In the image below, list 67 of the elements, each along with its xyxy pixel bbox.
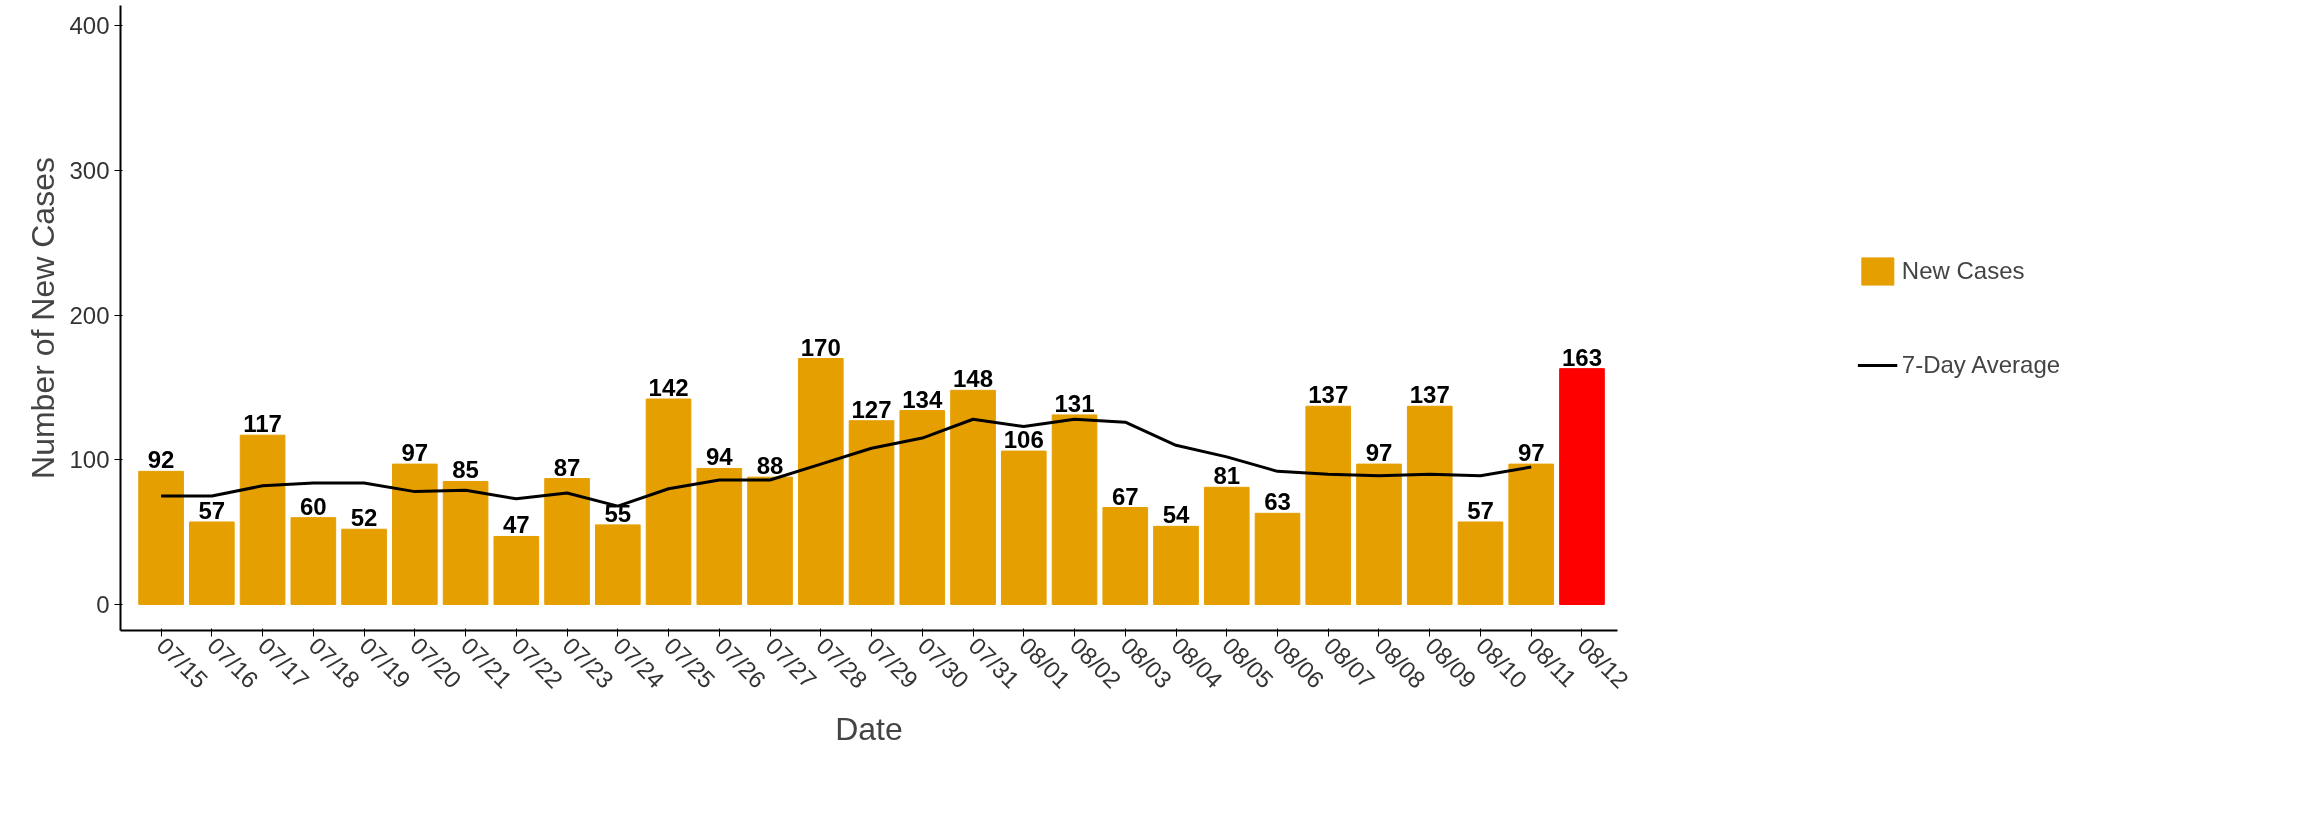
data-label: 92	[147, 446, 175, 474]
data-label: 131	[1054, 389, 1095, 417]
y-tick-label: 200	[69, 301, 110, 329]
x-axis-title: Date	[835, 711, 903, 748]
data-label: 97	[401, 439, 429, 467]
data-label: 57	[1467, 496, 1494, 524]
bar	[1102, 507, 1149, 605]
bar	[189, 521, 235, 605]
bar	[594, 524, 641, 605]
data-label: 60	[299, 492, 327, 520]
bar	[747, 476, 793, 605]
data-label: 87	[553, 453, 581, 481]
bar	[797, 358, 844, 605]
bar	[442, 480, 489, 605]
bar	[1305, 405, 1352, 605]
data-label: 148	[953, 365, 994, 393]
bar	[1254, 512, 1301, 605]
bar	[645, 398, 692, 605]
bar	[239, 434, 286, 605]
y-tick-label: 100	[69, 446, 110, 474]
bar	[392, 463, 438, 605]
bar	[1051, 414, 1098, 605]
data-label: 127	[851, 395, 892, 423]
data-label: 106	[1003, 426, 1044, 454]
data-label: 142	[648, 374, 689, 402]
data-label: 137	[1308, 381, 1349, 409]
data-label: 57	[198, 496, 226, 524]
bar	[950, 389, 996, 605]
bar	[290, 517, 337, 605]
y-axis-title: Number of New Cases	[25, 157, 62, 479]
bar	[848, 420, 895, 605]
y-tick-label: 300	[69, 156, 110, 184]
data-label: 163	[1561, 343, 1602, 371]
data-label: 137	[1409, 381, 1450, 409]
y-tick-label: 400	[69, 12, 110, 40]
bar	[544, 478, 590, 605]
data-label: 170	[800, 333, 841, 361]
legend-label: New Cases	[1901, 256, 2025, 285]
data-label: 94	[705, 443, 734, 471]
data-label: 63	[1264, 488, 1291, 516]
bar	[341, 528, 387, 605]
data-label: 52	[350, 504, 378, 532]
data-label: 88	[756, 452, 784, 480]
data-label: 85	[452, 456, 479, 484]
bar	[1508, 463, 1555, 605]
y-tick-label: 0	[96, 590, 110, 618]
data-label: 67	[1111, 482, 1139, 510]
data-label: 54	[1162, 501, 1191, 529]
data-label: 97	[1517, 439, 1545, 467]
bar	[138, 470, 184, 605]
data-label: 134	[902, 385, 943, 413]
bar	[1000, 450, 1047, 605]
bar	[493, 535, 540, 605]
bar	[899, 410, 946, 605]
data-label: 81	[1213, 462, 1241, 490]
data-label: 97	[1365, 439, 1393, 467]
bar	[1406, 405, 1453, 605]
bar	[1356, 463, 1402, 605]
bar	[1559, 368, 1605, 605]
bar	[1153, 525, 1199, 605]
data-label: 117	[243, 410, 282, 438]
data-label: 55	[604, 499, 632, 527]
bar	[696, 467, 743, 605]
data-label: 47	[502, 511, 530, 539]
bar	[1203, 486, 1250, 605]
bar	[1457, 521, 1504, 605]
legend-label: 7-Day Average	[1901, 350, 2061, 379]
